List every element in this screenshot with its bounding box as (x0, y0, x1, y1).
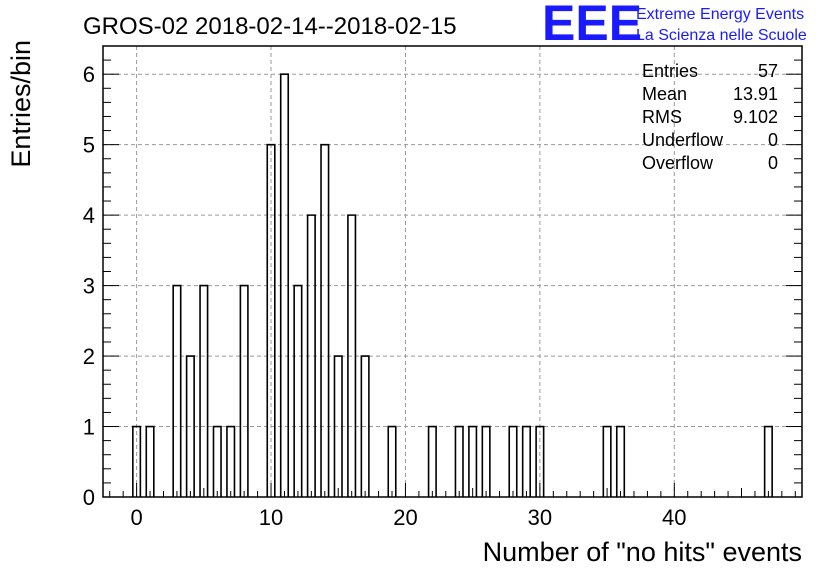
y-axis-ticks: 0 1 2 3 4 5 6 (83, 45, 802, 510)
histogram-bar (454, 425, 464, 497)
histogram-bar (347, 214, 357, 497)
histogram-bar (333, 355, 343, 497)
histogram-bar (360, 355, 370, 497)
histogram-bar (615, 425, 626, 497)
logo-line-1: Extreme Energy Events (636, 6, 804, 23)
histogram-bar (521, 425, 531, 497)
grid-lines (103, 46, 802, 497)
histogram-bar (468, 425, 478, 497)
stats-label: Mean (642, 84, 687, 104)
histogram-bar (602, 425, 612, 497)
histogram-bar (763, 425, 773, 497)
x-tick-label: 20 (393, 505, 417, 530)
histogram-bar (481, 425, 491, 497)
histogram-bars (132, 73, 773, 497)
histogram-bar (279, 73, 290, 497)
stats-label: Entries (642, 61, 698, 81)
histogram-bar (508, 425, 518, 497)
stats-label: Underflow (642, 130, 724, 150)
stats-value: 0 (768, 153, 778, 173)
y-axis-label: Entries/bin (6, 40, 36, 168)
histogram-bar (535, 425, 545, 497)
logo-mark: EEE (542, 0, 642, 51)
stats-label: Overflow (642, 153, 714, 173)
stats-value: 13.91 (733, 84, 778, 104)
y-tick-label: 3 (83, 274, 95, 299)
histogram-bar (226, 425, 236, 497)
histogram-bar (212, 425, 222, 497)
stats-value: 9.102 (733, 107, 778, 127)
histogram-bar (172, 284, 182, 497)
x-tick-label: 40 (662, 505, 686, 530)
histogram-bar (239, 284, 249, 497)
y-tick-label: 4 (83, 203, 95, 228)
chart-title: GROS-02 2018-02-14--2018-02-15 (83, 13, 457, 40)
y-tick-label: 5 (83, 133, 95, 158)
histogram-bar (185, 355, 195, 497)
y-tick-label: 6 (83, 62, 95, 87)
stats-value: 57 (758, 61, 778, 81)
histogram-bar (387, 425, 397, 497)
stats-box: Entries 57 Mean 13.91 RMS 9.102 Underflow 0 Over… (642, 61, 778, 173)
eee-logo: EEE Extreme Energy Events La Scienza nel… (542, 0, 807, 51)
histogram-bar (293, 284, 303, 497)
y-tick-label: 0 (83, 485, 95, 510)
y-tick-label: 2 (83, 344, 95, 369)
stats-label: RMS (642, 107, 682, 127)
histogram-bar (266, 143, 276, 497)
x-axis-ticks: 0 10 20 30 40 (109, 483, 796, 530)
logo-line-2: La Scienza nelle Scuole (636, 27, 807, 44)
histogram-bar (132, 425, 142, 497)
stats-value: 0 (768, 130, 778, 150)
histogram-bar (427, 425, 437, 497)
x-tick-label: 10 (259, 505, 283, 530)
x-axis-label: Number of "no hits" events (483, 537, 802, 567)
y-tick-label: 1 (83, 415, 95, 440)
histogram-bar (306, 214, 316, 497)
x-tick-label: 30 (528, 505, 552, 530)
x-tick-label: 0 (130, 505, 142, 530)
histogram-bar (199, 284, 209, 497)
histogram-bar (320, 143, 330, 497)
histogram-bar (145, 425, 155, 497)
